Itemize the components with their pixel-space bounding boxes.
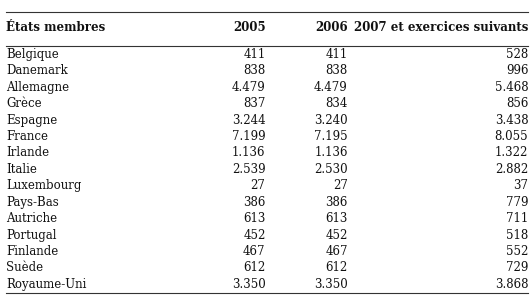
Text: Allemagne: Allemagne bbox=[6, 81, 70, 94]
Text: Pays-Bas: Pays-Bas bbox=[6, 196, 59, 209]
Text: 37: 37 bbox=[513, 179, 528, 192]
Text: 1.136: 1.136 bbox=[314, 147, 348, 160]
Text: 452: 452 bbox=[243, 229, 266, 241]
Text: 2006: 2006 bbox=[315, 21, 348, 34]
Text: 3.244: 3.244 bbox=[232, 114, 266, 127]
Text: 27: 27 bbox=[251, 179, 266, 192]
Text: 386: 386 bbox=[243, 196, 266, 209]
Text: 1.136: 1.136 bbox=[232, 147, 266, 160]
Text: 452: 452 bbox=[326, 229, 348, 241]
Text: 411: 411 bbox=[326, 48, 348, 61]
Text: États membres: États membres bbox=[6, 21, 106, 34]
Text: 711: 711 bbox=[506, 212, 528, 225]
Text: Espagne: Espagne bbox=[6, 114, 58, 127]
Text: 2.882: 2.882 bbox=[495, 163, 528, 176]
Text: 528: 528 bbox=[506, 48, 528, 61]
Text: 613: 613 bbox=[326, 212, 348, 225]
Text: 552: 552 bbox=[506, 245, 528, 258]
Text: Suède: Suède bbox=[6, 261, 44, 274]
Text: France: France bbox=[6, 130, 48, 143]
Text: 5.468: 5.468 bbox=[495, 81, 528, 94]
Text: 1.322: 1.322 bbox=[495, 147, 528, 160]
Text: 7.195: 7.195 bbox=[314, 130, 348, 143]
Text: Irlande: Irlande bbox=[6, 147, 49, 160]
Text: 4.479: 4.479 bbox=[314, 81, 348, 94]
Text: 2.539: 2.539 bbox=[232, 163, 266, 176]
Text: 3.350: 3.350 bbox=[232, 278, 266, 291]
Text: 411: 411 bbox=[243, 48, 266, 61]
Text: 467: 467 bbox=[243, 245, 266, 258]
Text: 837: 837 bbox=[243, 97, 266, 110]
Text: Grèce: Grèce bbox=[6, 97, 42, 110]
Text: 2005: 2005 bbox=[233, 21, 266, 34]
Text: 612: 612 bbox=[243, 261, 266, 274]
Text: Luxembourg: Luxembourg bbox=[6, 179, 82, 192]
Text: 386: 386 bbox=[326, 196, 348, 209]
Text: 779: 779 bbox=[506, 196, 528, 209]
Text: 467: 467 bbox=[326, 245, 348, 258]
Text: 3.868: 3.868 bbox=[495, 278, 528, 291]
Text: 3.240: 3.240 bbox=[314, 114, 348, 127]
Text: 3.350: 3.350 bbox=[314, 278, 348, 291]
Text: Danemark: Danemark bbox=[6, 64, 68, 77]
Text: 838: 838 bbox=[326, 64, 348, 77]
Text: Portugal: Portugal bbox=[6, 229, 57, 241]
Text: 518: 518 bbox=[506, 229, 528, 241]
Text: 834: 834 bbox=[326, 97, 348, 110]
Text: 613: 613 bbox=[243, 212, 266, 225]
Text: 612: 612 bbox=[326, 261, 348, 274]
Text: 7.199: 7.199 bbox=[232, 130, 266, 143]
Text: 4.479: 4.479 bbox=[232, 81, 266, 94]
Text: 2.530: 2.530 bbox=[314, 163, 348, 176]
Text: Royaume-Uni: Royaume-Uni bbox=[6, 278, 87, 291]
Text: Finlande: Finlande bbox=[6, 245, 58, 258]
Text: 856: 856 bbox=[506, 97, 528, 110]
Text: 996: 996 bbox=[506, 64, 528, 77]
Text: Belgique: Belgique bbox=[6, 48, 59, 61]
Text: Autriche: Autriche bbox=[6, 212, 57, 225]
Text: Italie: Italie bbox=[6, 163, 37, 176]
Text: 2007 et exercices suivants: 2007 et exercices suivants bbox=[354, 21, 528, 34]
Text: 838: 838 bbox=[243, 64, 266, 77]
Text: 8.055: 8.055 bbox=[495, 130, 528, 143]
Text: 729: 729 bbox=[506, 261, 528, 274]
Text: 3.438: 3.438 bbox=[495, 114, 528, 127]
Text: 27: 27 bbox=[333, 179, 348, 192]
